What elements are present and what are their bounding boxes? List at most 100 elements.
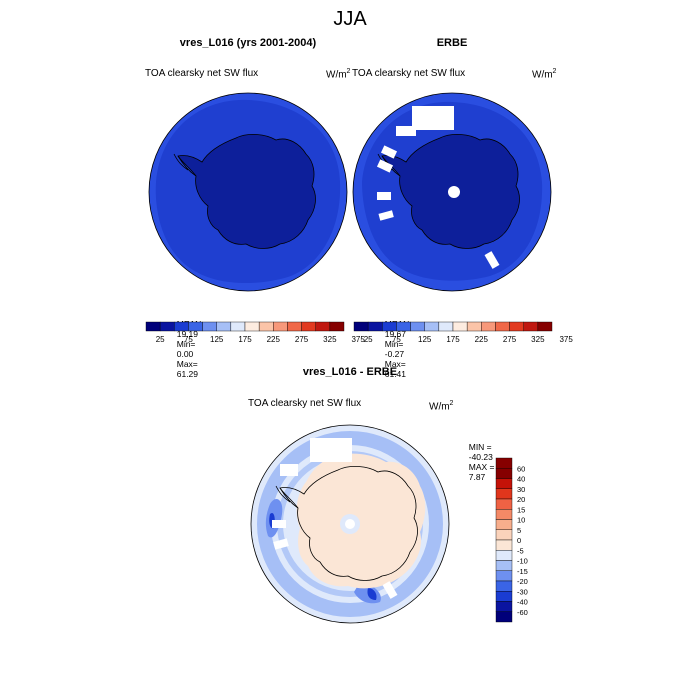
- panel2-colorbar-swatch: [481, 321, 496, 332]
- panel2-units-text: W/m: [532, 69, 553, 81]
- panel2-colorbar-label: 125: [418, 335, 432, 344]
- panel1-colorbar-swatch: [230, 321, 246, 332]
- panel1-units-sup: 2: [346, 68, 351, 75]
- panel3-title: vres_L016 - ERBE: [302, 366, 398, 378]
- panel2-border: [352, 92, 552, 292]
- panel3-colorbar-swatch: [495, 539, 513, 551]
- panel3-colorbar-label: -20: [517, 577, 528, 586]
- panel2-gap: [376, 159, 394, 173]
- panel3-min-label: MIN =: [468, 442, 492, 452]
- panel3-colorbar-label: 10: [517, 516, 525, 525]
- panel1-border: [148, 92, 348, 292]
- panel2-gap: [380, 145, 398, 159]
- panel3-colorbar-label: 60: [517, 464, 525, 473]
- panel3-colorbar-swatch: [495, 457, 513, 469]
- panel1-units: W/m2: [326, 68, 350, 80]
- panel2-colorbar-swatch: [537, 321, 553, 332]
- panel1-min-label: Min=: [176, 339, 196, 349]
- panel3-colorbar-label: -30: [517, 587, 528, 596]
- panel2-colorbar-swatch: [424, 321, 440, 332]
- panel2-gap: [377, 192, 391, 200]
- panel1-max-value: 61.29: [176, 369, 199, 379]
- panel1-colorbar-swatch: [301, 321, 316, 332]
- panel3-colorbar-label: 0: [517, 536, 521, 545]
- panel3-land: [296, 453, 426, 589]
- panel3-min-value: -40.23: [468, 452, 493, 462]
- panel2-colorbar-label: 25: [364, 335, 373, 344]
- panel2-colorbar-swatch: [382, 321, 397, 332]
- panel1-colorbar-swatch: [202, 321, 217, 332]
- panel3-units-text: W/m: [429, 401, 450, 413]
- panel3-colorbar-label: 5: [517, 526, 521, 535]
- panel1-colorbar-swatch: [244, 321, 260, 332]
- panel3-colorbar-label: 40: [517, 475, 525, 484]
- panel3-colorbar-label: -5: [517, 546, 524, 555]
- panel1-colorbar-swatch: [216, 321, 232, 332]
- panel3-map: [250, 424, 450, 624]
- panel2-mean-value: 19.67: [384, 329, 407, 339]
- panel3-colorbar-swatch: [495, 601, 513, 612]
- panel2-units-sup: 2: [552, 68, 557, 75]
- panel1-colorbar-label: 175: [238, 335, 252, 344]
- panel3-colorbar-label: 20: [517, 495, 525, 504]
- panel3-neg-blob: [367, 588, 377, 600]
- panel1-colorbar-label: 75: [184, 335, 193, 344]
- panel2-max-label: Max=: [384, 359, 406, 369]
- panel2-field-label: TOA clearsky net SW flux: [352, 68, 466, 79]
- panel2-gap: [396, 126, 416, 136]
- panel2-colorbar-label: 375: [559, 335, 573, 344]
- panel3-colorbar-swatch: [495, 611, 513, 623]
- panel2-colorbar-swatch: [495, 321, 510, 332]
- panel3-colorbar-label: 15: [517, 505, 525, 514]
- panel2-title: ERBE: [436, 37, 468, 49]
- panel3-colorbar-swatch: [495, 498, 513, 510]
- panel1-colorbar-label: 225: [267, 335, 281, 344]
- panel3-max-value: 7.87: [468, 472, 486, 482]
- panel2-colorbar: 25 75 125 175 225 275 325 375: [353, 321, 573, 344]
- panel3-field-label: TOA clearsky net SW flux: [248, 398, 362, 409]
- panel1-map: [148, 92, 348, 292]
- panel3-border: [250, 424, 450, 624]
- panel3-colorbar-label: 30: [517, 485, 525, 494]
- panel1-colorbar-label: 325: [323, 335, 337, 344]
- figure-title: JJA: [333, 8, 367, 30]
- panel2-pole-gap: [448, 186, 460, 198]
- panel1-colorbar-swatch: [258, 321, 274, 332]
- panel3-colorbar-swatch: [495, 468, 513, 479]
- panel3-stats: MIN = -40.23 MAX = 7.87: [464, 432, 495, 482]
- panel3-units-sup: 2: [449, 400, 454, 407]
- panel2-colorbar-label: 325: [531, 335, 545, 344]
- panel2-colorbar-label: 75: [392, 335, 401, 344]
- panel3-gap: [273, 538, 289, 550]
- panel1-peninsula: [173, 153, 197, 177]
- panel1-colorbar-swatch: [174, 321, 189, 332]
- panel2-colorbar-swatch: [523, 321, 539, 332]
- panel1-colorbar-swatch: [287, 321, 302, 332]
- panel2-colorbar-swatch: [410, 321, 425, 332]
- panel2-colorbar-swatch: [353, 321, 369, 332]
- panel2-colorbar-swatch: [438, 321, 454, 332]
- panel2-colorbar-swatch: [367, 321, 383, 332]
- panel3-pole-gap: [345, 519, 355, 529]
- panel3-gap: [310, 438, 352, 462]
- panel3-gap: [272, 520, 286, 528]
- panel2-min-label: Min=: [384, 339, 404, 349]
- panel3-colorbar-swatch: [495, 488, 513, 500]
- panel3-colorbar-swatch: [495, 591, 513, 602]
- panel1-title: vres_L016 (yrs 2001-2004): [179, 37, 317, 49]
- panel1-colorbar-swatch: [159, 321, 175, 332]
- panel2-colorbar-swatch: [509, 321, 524, 332]
- panel1-colorbar-label: 25: [156, 335, 165, 344]
- panel3-colorbar-swatch: [495, 529, 513, 541]
- panel2-max-value: 61.41: [384, 369, 407, 379]
- panel1-colorbar-swatch: [188, 321, 203, 332]
- panel2-colorbar-label: 275: [503, 335, 517, 344]
- panel3-colorbar-label: -60: [517, 608, 528, 617]
- panel3-colorbar-swatch: [495, 519, 513, 530]
- panel3-colorbar-swatch: [495, 560, 513, 571]
- panel2-min-value: -0.27: [384, 349, 405, 359]
- panel2-units: W/m2: [532, 68, 556, 80]
- panel3-colorbar-swatch: [495, 478, 513, 489]
- panel1-colorbar-swatch: [329, 321, 345, 332]
- panel3-colorbar-swatch: [495, 570, 513, 582]
